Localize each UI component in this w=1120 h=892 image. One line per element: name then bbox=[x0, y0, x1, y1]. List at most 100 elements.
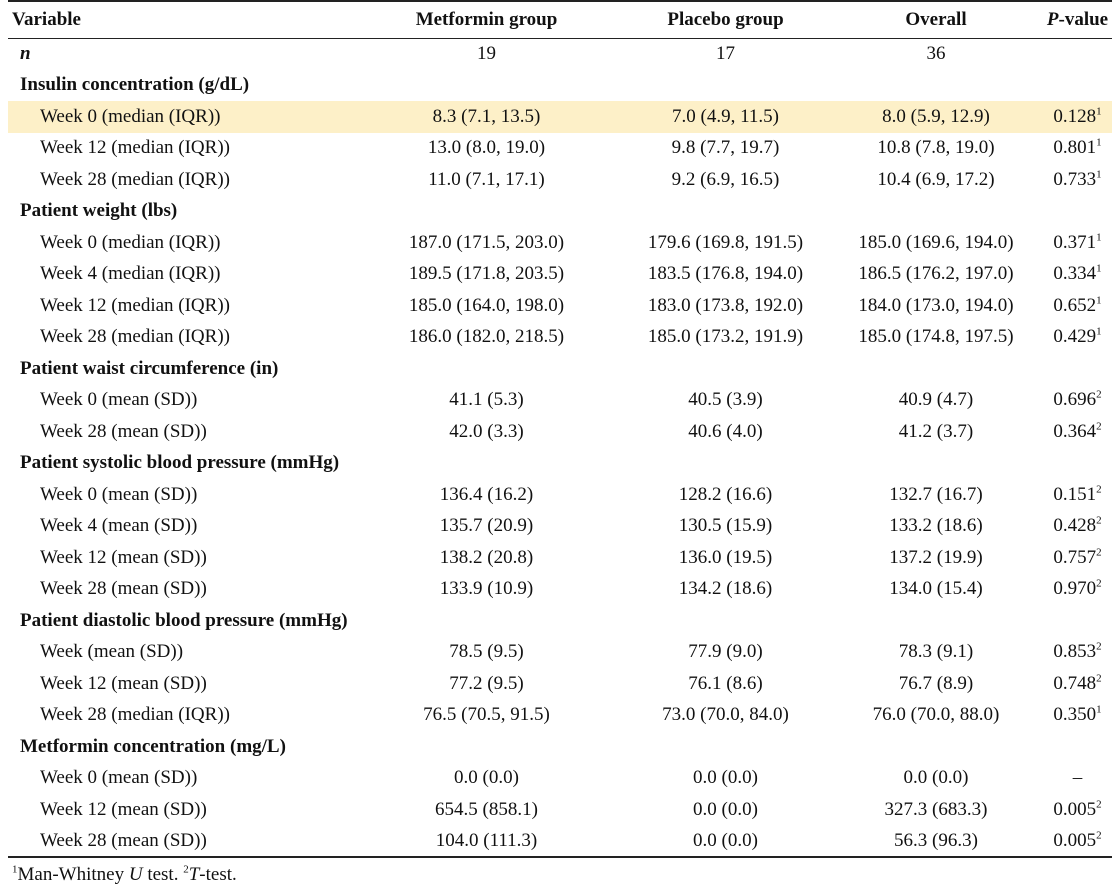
overall-value: 132.7 (16.7) bbox=[889, 483, 983, 505]
section-row: Patient weight (lbs) bbox=[8, 196, 1112, 228]
row-label: Week 12 (mean (SD)) bbox=[40, 672, 207, 694]
metformin-value: 104.0 (111.3) bbox=[351, 825, 622, 858]
table-row: Week 0 (mean (SD)) 41.1 (5.3) 40.5 (3.9) 40… bbox=[8, 385, 1112, 417]
metformin-value: 654.5 (858.1) bbox=[435, 798, 538, 820]
row-label: Week 0 (mean (SD)) bbox=[40, 389, 198, 411]
section-label: Insulin concentration (g/dL) bbox=[20, 74, 250, 96]
section-label: Metformin concentration (mg/L) bbox=[20, 735, 286, 757]
overall-value: 0.0 (0.0) bbox=[903, 767, 969, 789]
section-label: Patient weight (lbs) bbox=[20, 200, 178, 222]
pvalue-test-marker: 2 bbox=[1096, 420, 1102, 433]
placebo-value: 40.5 (3.9) bbox=[688, 389, 763, 411]
row-label: Week 0 (mean (SD)) bbox=[40, 483, 198, 505]
metformin-value: 11.0 (7.1, 17.1) bbox=[428, 168, 545, 190]
pvalue-test-marker: 2 bbox=[1096, 640, 1102, 653]
pvalue-cell: – bbox=[1043, 763, 1112, 795]
placebo-value: 7.0 (4.9, 11.5) bbox=[622, 101, 829, 133]
overall-value: 185.0 (174.8, 197.5) bbox=[858, 326, 1014, 348]
metformin-value: 8.3 (7.1, 13.5) bbox=[351, 101, 622, 133]
table-container: Variable Metformin group Placebo group O… bbox=[8, 0, 1112, 886]
pvalue-value: 0.005 bbox=[1053, 829, 1097, 851]
pvalue-cell: 0.9702 bbox=[1043, 574, 1112, 606]
pvalue-value: 0.748 bbox=[1053, 672, 1097, 694]
overall-value: 10.8 (7.8, 19.0) bbox=[877, 137, 995, 159]
table-row: Week 28 (median (IQR)) 186.0 (182.0, 218.… bbox=[8, 322, 1112, 354]
placebo-value: 9.2 (6.9, 16.5) bbox=[671, 168, 780, 190]
section-row: Metformin concentration (mg/L) bbox=[8, 731, 1112, 763]
pvalue-value: 0.970 bbox=[1053, 578, 1097, 600]
pvalue-test-marker: 1 bbox=[1096, 325, 1102, 338]
section-row: Patient waist circumference (in) bbox=[8, 353, 1112, 385]
table-row: Week 0 (median (IQR)) 187.0 (171.5, 203.0… bbox=[8, 227, 1112, 259]
pvalue-cell bbox=[1043, 38, 1112, 70]
pvalue-value: 0.428 bbox=[1053, 515, 1097, 537]
overall-value: 36 bbox=[926, 43, 946, 64]
placebo-value: 183.5 (176.8, 194.0) bbox=[647, 263, 804, 285]
placebo-value: 40.6 (4.0) bbox=[688, 420, 763, 442]
header-pvalue-rest: -value bbox=[1058, 8, 1109, 30]
table-row: Week 28 (mean (SD)) 104.0 (111.3) 0.0 (0.0… bbox=[8, 825, 1112, 858]
pvalue-value: 0.733 bbox=[1053, 168, 1097, 190]
pvalue-value: 0.801 bbox=[1053, 137, 1097, 159]
row-label: Week 0 (median (IQR)) bbox=[40, 231, 221, 253]
pvalue-value: 0.364 bbox=[1053, 420, 1097, 442]
placebo-value: 0.0 (0.0) bbox=[693, 767, 758, 789]
row-label: Week 28 (median (IQR)) bbox=[40, 704, 230, 726]
pvalue-cell: 0.8532 bbox=[1043, 637, 1112, 669]
overall-value: 10.4 (6.9, 17.2) bbox=[877, 168, 995, 190]
placebo-value: 73.0 (70.0, 84.0) bbox=[662, 704, 789, 726]
placebo-value: 9.8 (7.7, 19.7) bbox=[671, 137, 780, 159]
pvalue-test-marker: 1 bbox=[1096, 136, 1102, 149]
section-label: Patient diastolic blood pressure (mmHg) bbox=[20, 609, 348, 631]
row-label: Week (mean (SD)) bbox=[40, 641, 184, 663]
placebo-value: 128.2 (16.6) bbox=[678, 483, 773, 505]
pvalue-value: 0.652 bbox=[1053, 294, 1097, 316]
overall-value: 8.0 (5.9, 12.9) bbox=[829, 101, 1043, 133]
header-placebo: Placebo group bbox=[622, 0, 829, 39]
footnote-text-1a: Man-Whitney bbox=[17, 864, 129, 885]
placebo-value: 77.9 (9.0) bbox=[688, 641, 763, 663]
metformin-value: 13.0 (8.0, 19.0) bbox=[427, 137, 546, 159]
table-row: Week 4 (median (IQR)) 189.5 (171.8, 203.5… bbox=[8, 259, 1112, 291]
metformin-value: 189.5 (171.8, 203.5) bbox=[408, 263, 565, 285]
section-row: Patient diastolic blood pressure (mmHg) bbox=[8, 605, 1112, 637]
placebo-value: 183.0 (173.8, 192.0) bbox=[647, 294, 804, 316]
placebo-value: 136.0 (19.5) bbox=[678, 546, 773, 568]
pvalue-value: 0.334 bbox=[1053, 263, 1097, 285]
pvalue-cell: 0.3501 bbox=[1043, 700, 1112, 732]
table-row: Week 12 (mean (SD)) 77.2 (9.5) 76.1 (8.6) 7… bbox=[8, 668, 1112, 700]
placebo-value: 76.1 (8.6) bbox=[688, 672, 763, 694]
footnote-sup-1: 1 bbox=[12, 863, 18, 876]
footnote-u: U bbox=[128, 864, 143, 885]
row-label: Week 0 (median (IQR)) bbox=[8, 101, 351, 133]
table-row: Week 0 (mean (SD)) 0.0 (0.0) 0.0 (0.0) 0.0 … bbox=[8, 763, 1112, 795]
pvalue-value: 0.696 bbox=[1053, 389, 1097, 411]
overall-value: 185.0 (169.6, 194.0) bbox=[858, 231, 1014, 253]
table-row: Week 28 (mean (SD)) 133.9 (10.9) 134.2 (18… bbox=[8, 574, 1112, 606]
row-label: Week 4 (mean (SD)) bbox=[40, 515, 198, 537]
placebo-value: 130.5 (15.9) bbox=[678, 515, 773, 537]
row-label: Week 28 (median (IQR)) bbox=[40, 168, 230, 190]
row-label: Week 12 (mean (SD)) bbox=[40, 546, 207, 568]
header-metformin: Metformin group bbox=[351, 0, 622, 39]
pvalue-test-marker: 1 bbox=[1096, 703, 1102, 716]
pvalue-value: 0.128 bbox=[1053, 105, 1097, 127]
table-row: Week 28 (median (IQR)) 11.0 (7.1, 17.1) 9.… bbox=[8, 164, 1112, 196]
table-row: Week 0 (mean (SD)) 136.4 (16.2) 128.2 (16.… bbox=[8, 479, 1112, 511]
pvalue-test-marker: 2 bbox=[1096, 514, 1102, 527]
pvalue-value: 0.005 bbox=[1053, 798, 1097, 820]
placebo-value: 185.0 (173.2, 191.9) bbox=[647, 326, 804, 348]
pvalue-cell: 0.3642 bbox=[1043, 416, 1112, 448]
placebo-value: 134.2 (18.6) bbox=[678, 578, 773, 600]
pvalue-test-marker: 1 bbox=[1096, 262, 1102, 275]
pvalue-value: 0.853 bbox=[1053, 641, 1097, 663]
table-row: Week 4 (mean (SD)) 135.7 (20.9) 130.5 (15.… bbox=[8, 511, 1112, 543]
metformin-value: 77.2 (9.5) bbox=[449, 672, 524, 694]
pvalue-cell: 0.3711 bbox=[1043, 227, 1112, 259]
section-row: Patient systolic blood pressure (mmHg) bbox=[8, 448, 1112, 480]
overall-value: 134.0 (15.4) bbox=[889, 578, 983, 600]
header-overall: Overall bbox=[829, 0, 1043, 39]
section-label: Patient waist circumference (in) bbox=[20, 357, 279, 379]
overall-value: 184.0 (173.0, 194.0) bbox=[858, 294, 1014, 316]
overall-value: 41.2 (3.7) bbox=[898, 420, 974, 442]
